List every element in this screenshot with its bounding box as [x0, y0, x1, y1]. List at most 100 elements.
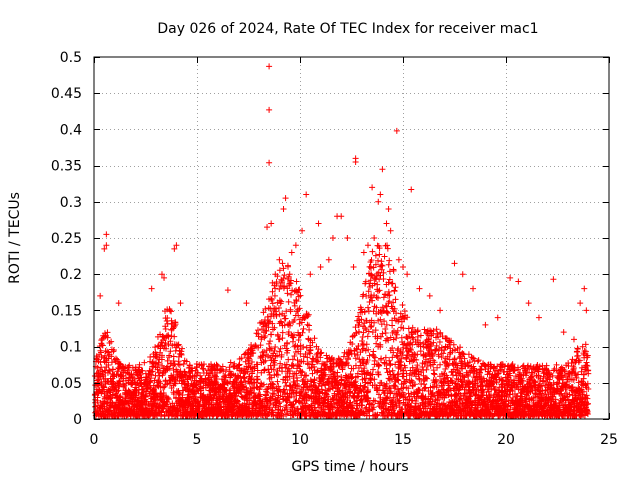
- cloud-point-2973: [364, 388, 371, 395]
- data-point-66: [494, 314, 501, 321]
- cloud-point-2921: [360, 409, 367, 416]
- cloud-point-1961: [270, 350, 277, 357]
- data-point-22: [103, 242, 110, 249]
- cloud-point-3096: [376, 251, 383, 258]
- cloud-point-2298: [301, 315, 308, 322]
- cloud-point-2031: [276, 336, 283, 343]
- cloud-point-2443: [315, 358, 322, 365]
- data-point-46: [404, 271, 411, 278]
- cloud-point-3299: [395, 386, 402, 393]
- data-point-8: [408, 186, 415, 193]
- cloud-point-2886: [357, 382, 364, 389]
- cloud-point-2087: [282, 315, 289, 322]
- cloud-point-2894: [358, 306, 365, 313]
- cloud-point-1632: [239, 383, 246, 390]
- cloud-point-3776: [438, 354, 445, 361]
- cloud-point-2518: [322, 365, 329, 372]
- cloud-point-1919: [267, 338, 274, 345]
- cloud-point-1960: [270, 381, 277, 388]
- cloud-point-1921: [267, 305, 274, 312]
- cloud-point-3022: [369, 248, 376, 255]
- cloud-point-2272: [299, 329, 306, 336]
- cloud-point-2131: [286, 373, 293, 380]
- cloud-point-2381: [309, 355, 316, 362]
- cloud-point-1499: [227, 359, 234, 366]
- cloud-point-2017: [275, 392, 282, 399]
- cloud-point-830: [167, 307, 174, 314]
- data-point-3: [393, 127, 400, 134]
- cloud-point-958: [178, 351, 185, 358]
- cloud-point-1943: [268, 380, 275, 387]
- cloud-point-1934: [268, 331, 275, 338]
- cloud-point-1354: [214, 381, 221, 388]
- cloud-point-2184: [290, 331, 297, 338]
- cloud-point-2517: [322, 397, 329, 404]
- cloud-point-1496: [227, 387, 234, 394]
- cloud-point-2378: [309, 370, 316, 377]
- cloud-point-2056: [279, 335, 286, 342]
- cloud-point-608: [146, 384, 153, 391]
- cloud-point-1138: [194, 369, 201, 376]
- cloud-point-2396: [311, 363, 318, 370]
- cloud-point-1979: [272, 285, 279, 292]
- cloud-point-919: [174, 342, 181, 349]
- cloud-point-1999: [274, 352, 281, 359]
- cloud-point-998: [182, 372, 189, 379]
- cloud-point-2004: [274, 378, 281, 385]
- cloud-point-2799: [349, 373, 356, 380]
- cloud-point-1867: [262, 357, 269, 364]
- cloud-point-1975: [271, 347, 278, 354]
- cloud-point-2338: [305, 403, 312, 410]
- cloud-point-2989: [366, 298, 373, 305]
- data-point-54: [97, 292, 104, 299]
- cloud-point-2231: [295, 312, 302, 319]
- cloud-point-2330: [304, 321, 311, 328]
- cloud-point-128: [103, 400, 110, 407]
- cloud-point-924: [175, 341, 182, 348]
- cloud-point-2319: [303, 397, 310, 404]
- cloud-point-831: [166, 365, 173, 372]
- data-point-41: [317, 263, 324, 270]
- cloud-point-2862: [355, 313, 362, 320]
- cloud-point-2879: [356, 412, 363, 419]
- cloud-point-2026: [276, 348, 283, 355]
- cloud-point-1822: [257, 342, 264, 349]
- cloud-point-263: [115, 387, 122, 394]
- cloud-point-1896: [264, 389, 271, 396]
- data-point-16: [338, 213, 345, 220]
- data-point-14: [385, 206, 392, 213]
- cloud-point-1906: [265, 319, 272, 326]
- cloud-point-1655: [242, 379, 249, 386]
- data-point-36: [288, 249, 295, 256]
- cloud-point-2141: [287, 280, 294, 287]
- cloud-point-2848: [354, 346, 361, 353]
- cloud-point-2274: [299, 368, 306, 375]
- cloud-point-1619: [238, 355, 245, 362]
- cloud-point-2364: [308, 402, 315, 409]
- cloud-point-832: [167, 338, 174, 345]
- cloud-point-3091: [375, 371, 382, 378]
- cloud-point-2470: [318, 349, 325, 356]
- cloud-point-669: [151, 377, 158, 384]
- cloud-point-2667: [337, 357, 344, 364]
- cloud-point-1786: [254, 367, 261, 374]
- cloud-point-716: [156, 372, 163, 379]
- cloud-point-2284: [300, 325, 307, 332]
- cloud-point-2046: [278, 298, 285, 305]
- cloud-point-2444: [315, 346, 322, 353]
- data-point-23: [101, 245, 108, 252]
- cloud-point-2213: [293, 298, 300, 305]
- cloud-point-2512: [322, 371, 329, 378]
- cloud-point-3148: [381, 253, 388, 260]
- cloud-point-1977: [271, 292, 278, 299]
- cloud-point-2130: [286, 281, 293, 288]
- cloud-point-1923: [267, 362, 274, 369]
- cloud-point-819: [165, 396, 172, 403]
- cloud-point-2909: [359, 346, 366, 353]
- cloud-point-1596: [236, 361, 243, 368]
- data-point-28: [329, 235, 336, 241]
- cloud-point-35: [95, 381, 102, 388]
- cloud-point-785: [162, 340, 169, 347]
- data-point-30: [387, 227, 394, 234]
- cloud-point-1609: [237, 389, 244, 396]
